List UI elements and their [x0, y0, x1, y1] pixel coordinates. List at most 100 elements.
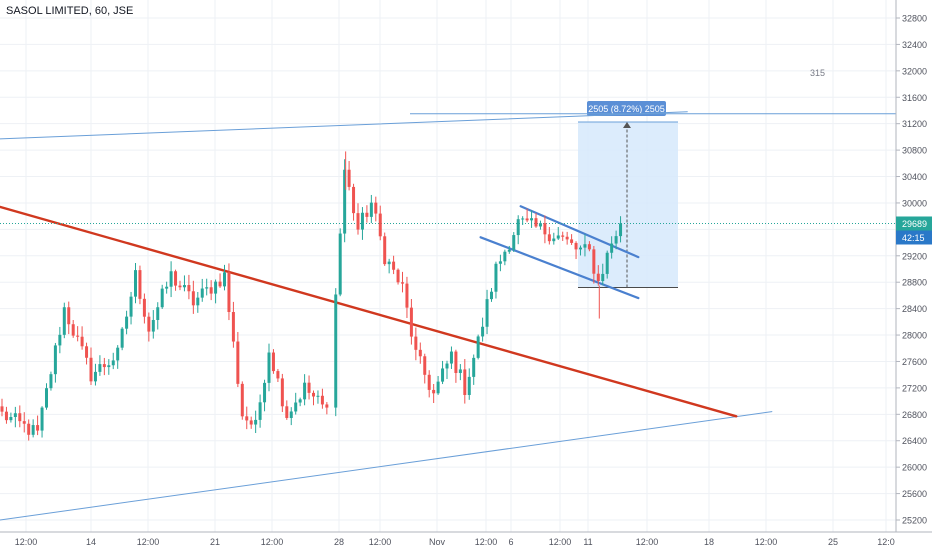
trendlines[interactable] — [0, 111, 896, 521]
candle-body — [467, 376, 471, 395]
candle-body — [89, 357, 93, 382]
candle-body — [67, 307, 71, 325]
candle-body — [62, 307, 66, 335]
candle-body — [427, 374, 431, 390]
candle-body — [320, 395, 324, 405]
x-tick-label: 12:00 — [636, 537, 659, 547]
x-tick-label: 12:00 — [755, 537, 778, 547]
candle-body — [271, 352, 275, 372]
candle-body — [307, 382, 311, 393]
candle-body — [80, 336, 84, 347]
x-tick-label: Nov — [429, 537, 446, 547]
candle-body — [409, 307, 413, 337]
candle-body — [111, 360, 115, 366]
candle-body — [40, 407, 44, 431]
candle-body — [356, 213, 360, 230]
y-tick-label: 25200 — [902, 516, 927, 526]
y-tick-label: 27200 — [902, 383, 927, 393]
x-tick-label: 12:00 — [261, 537, 284, 547]
candle-body — [205, 287, 209, 289]
candle-body — [476, 336, 480, 358]
candle-body — [525, 218, 529, 221]
candle-body — [165, 286, 169, 289]
y-tick-label: 32400 — [902, 40, 927, 50]
candle-body — [196, 297, 200, 306]
candle-body — [245, 416, 249, 421]
candle-body — [71, 324, 75, 336]
grid — [0, 0, 896, 532]
candle-body — [436, 381, 440, 394]
candle-body — [445, 363, 449, 369]
candle-body — [116, 347, 120, 361]
candle-body — [325, 404, 329, 408]
candle-body — [98, 364, 102, 372]
candle-body — [596, 273, 600, 282]
candle-body — [129, 296, 133, 317]
y-tick-label: 28400 — [902, 304, 927, 314]
trendline-flag-top[interactable] — [519, 205, 640, 259]
candle-body — [53, 345, 57, 375]
candle-body — [334, 294, 338, 408]
y-tick-label: 25600 — [902, 489, 927, 499]
candle-body — [441, 368, 445, 382]
candle-body — [151, 319, 155, 332]
y-tick-label: 32000 — [902, 66, 927, 76]
candle-body — [31, 425, 35, 435]
range-arrow-head — [623, 122, 631, 129]
trendline-upper-channel[interactable] — [0, 111, 688, 140]
y-tick-label: 26800 — [902, 410, 927, 420]
candle-body — [120, 328, 124, 348]
candle-body — [392, 261, 396, 270]
candle-body — [223, 272, 226, 287]
y-tick-label: 32800 — [902, 14, 927, 24]
candle-body — [490, 291, 493, 300]
candle-body — [27, 423, 31, 435]
symbol-title: SASOL LIMITED, 60, JSE — [6, 5, 134, 17]
candle-body — [463, 369, 467, 395]
candle-body — [182, 285, 186, 288]
candle-body — [169, 271, 173, 287]
candle-body — [396, 269, 400, 283]
trendline-lower-channel[interactable] — [0, 411, 773, 521]
trendline-descending-resistance[interactable] — [0, 205, 738, 418]
candle-body — [610, 243, 614, 253]
x-tick-label: 12:00 — [137, 537, 160, 547]
x-tick-label: 12:00 — [549, 537, 572, 547]
candle-body — [93, 371, 97, 382]
y-tick-label: 31200 — [902, 119, 927, 129]
candle-body — [347, 169, 351, 187]
candle-body — [49, 374, 53, 389]
candle-body — [36, 425, 40, 431]
y-tick-label: 30800 — [902, 146, 927, 156]
candle-body — [352, 186, 356, 214]
candle-body — [494, 263, 498, 292]
candle-body — [298, 399, 302, 403]
candle-body — [507, 249, 511, 252]
candle-body — [76, 335, 80, 337]
x-tick-label: 14 — [86, 537, 96, 547]
y-tick-label: 26000 — [902, 463, 927, 473]
candle-body — [423, 356, 427, 375]
candle-body — [614, 236, 618, 244]
candle-body — [125, 316, 129, 329]
candle-body — [547, 234, 551, 242]
candle-body — [343, 169, 347, 234]
candles — [0, 151, 623, 441]
candle-body — [605, 252, 609, 274]
price-tags: 29689 42:15 — [896, 216, 932, 245]
candle-body — [200, 288, 204, 298]
candle-body — [280, 378, 284, 407]
y-tick-label: 26400 — [902, 436, 927, 446]
candle-body — [4, 411, 8, 421]
countdown-tag-box — [896, 230, 932, 245]
trendline-flag-bottom[interactable] — [479, 236, 640, 300]
candle-body — [374, 202, 378, 214]
candle-body — [147, 316, 151, 332]
candle-body — [227, 272, 231, 313]
candle-body — [312, 392, 315, 397]
candle-body — [174, 271, 178, 286]
x-tick-label: 12:0 — [877, 537, 895, 547]
candle-body — [383, 236, 387, 265]
